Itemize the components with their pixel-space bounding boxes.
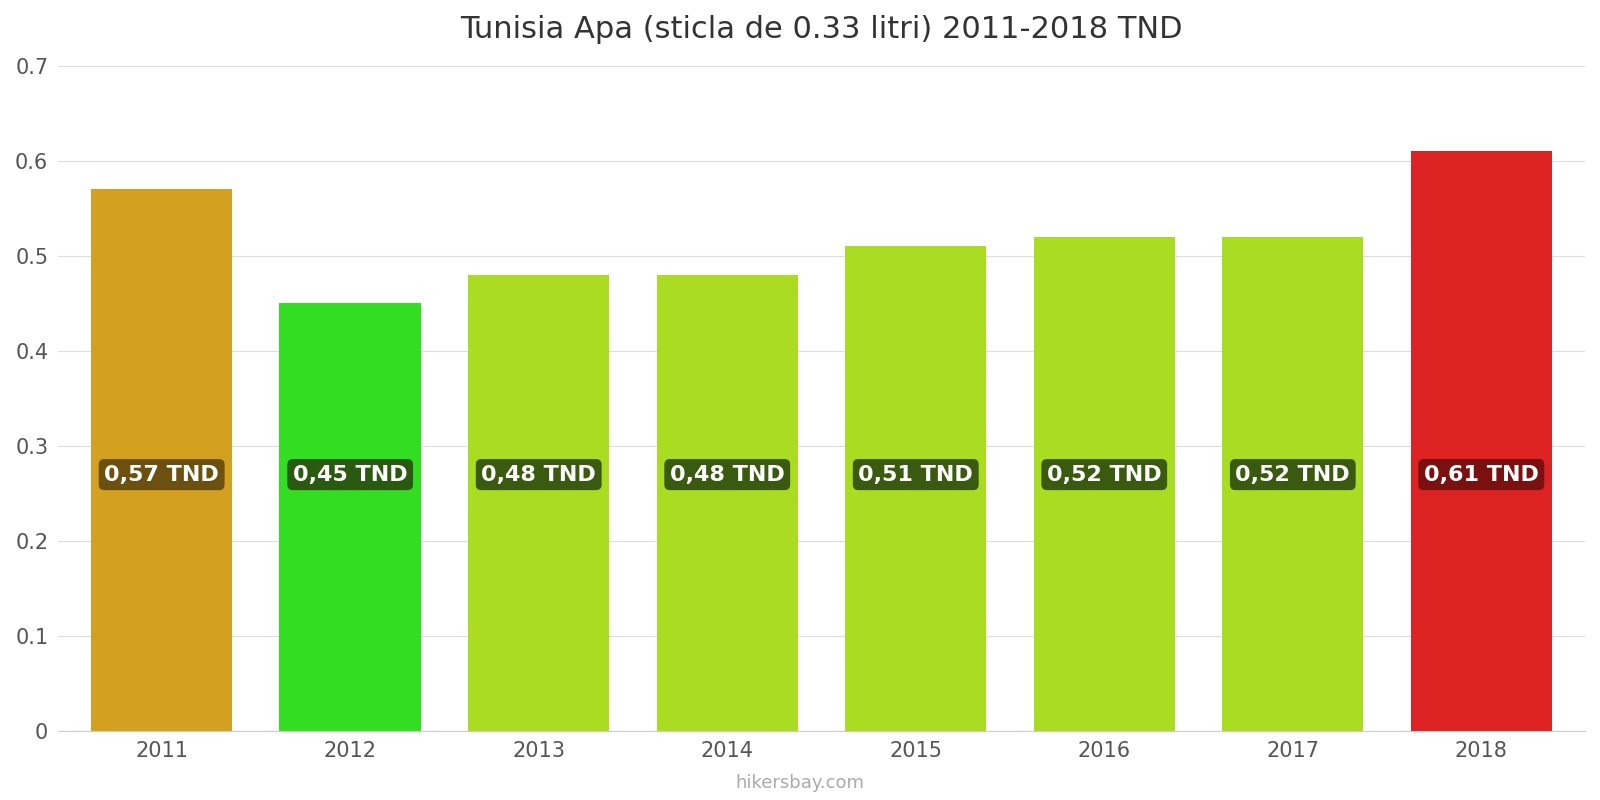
Text: 0,48 TND: 0,48 TND (670, 465, 784, 485)
Bar (1222, 237, 1363, 731)
Text: hikersbay.com: hikersbay.com (736, 774, 864, 792)
Text: 0,52 TND: 0,52 TND (1046, 465, 1162, 485)
Text: 0,57 TND: 0,57 TND (104, 465, 219, 485)
Bar (845, 246, 987, 731)
Bar (1034, 237, 1174, 731)
Text: 0,61 TND: 0,61 TND (1424, 465, 1539, 485)
Bar (656, 275, 798, 731)
Text: 0,45 TND: 0,45 TND (293, 465, 408, 485)
Text: 0,52 TND: 0,52 TND (1235, 465, 1350, 485)
Bar (280, 303, 421, 731)
Text: 0,51 TND: 0,51 TND (858, 465, 973, 485)
Bar (1411, 151, 1552, 731)
Text: 0,48 TND: 0,48 TND (482, 465, 597, 485)
Bar (91, 190, 232, 731)
Bar (469, 275, 610, 731)
Title: Tunisia Apa (sticla de 0.33 litri) 2011-2018 TND: Tunisia Apa (sticla de 0.33 litri) 2011-… (461, 15, 1182, 44)
